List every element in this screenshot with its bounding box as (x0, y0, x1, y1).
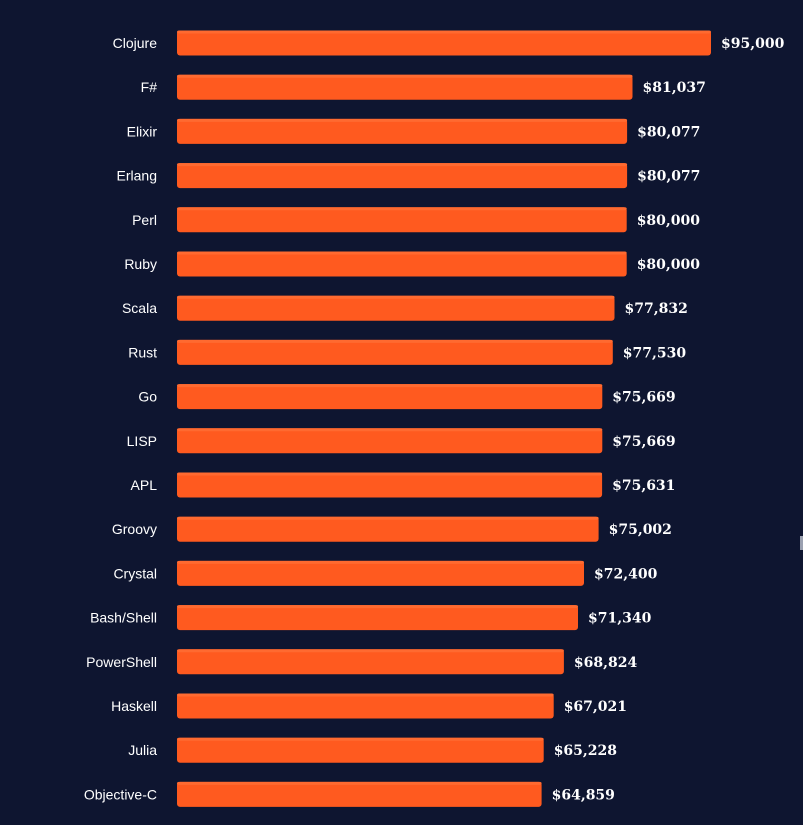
value-label: $77,832 (625, 301, 688, 317)
bar-highlight (177, 163, 628, 167)
category-label: Clojure (113, 35, 158, 51)
bar-highlight (177, 295, 615, 299)
value-label: $71,340 (588, 611, 652, 627)
bar-lisp (177, 428, 603, 454)
category-label: Scala (122, 300, 157, 316)
value-label: $80,077 (637, 169, 700, 185)
category-label: LISP (127, 433, 157, 449)
category-label: Groovy (112, 521, 157, 537)
bar-groovy (177, 516, 599, 542)
category-label: Erlang (117, 168, 157, 184)
bar-highlight (177, 74, 633, 78)
value-label: $65,228 (554, 743, 617, 759)
bar-clojure (177, 30, 711, 56)
bar-apl (177, 472, 603, 498)
bar-bash-shell (177, 605, 578, 631)
bar-highlight (177, 516, 599, 520)
bar-highlight (177, 428, 603, 432)
value-label: $72,400 (594, 566, 658, 582)
bar-elixir (177, 118, 628, 144)
category-label: Julia (128, 742, 157, 758)
value-label: $75,631 (612, 478, 675, 494)
value-label: $64,859 (552, 787, 615, 803)
bar-perl (177, 207, 627, 233)
bar-powershell (177, 649, 564, 675)
category-label: PowerShell (86, 654, 157, 670)
bar-highlight (177, 781, 542, 785)
value-label: $80,077 (637, 124, 700, 140)
value-label: $68,824 (574, 655, 638, 671)
category-label: Haskell (111, 698, 157, 714)
category-label: Go (138, 389, 157, 405)
category-label: Rust (128, 344, 157, 360)
category-label: F# (141, 79, 158, 95)
category-label: APL (131, 477, 158, 493)
bar-highlight (177, 118, 628, 122)
bar-highlight (177, 560, 584, 564)
bar-crystal (177, 560, 584, 586)
bar-highlight (177, 737, 544, 741)
bar-highlight (177, 472, 603, 476)
value-label: $80,000 (637, 213, 701, 229)
bar-highlight (177, 693, 554, 697)
bar-highlight (177, 649, 564, 653)
bar-highlight (177, 339, 613, 343)
bar-scala (177, 295, 615, 321)
category-label: Perl (132, 212, 157, 228)
value-label: $77,530 (623, 345, 687, 361)
bar-highlight (177, 207, 627, 211)
value-label: $67,021 (564, 699, 627, 715)
scrollbar-thumb[interactable] (800, 536, 803, 550)
category-label: Elixir (127, 123, 158, 139)
bar-f- (177, 74, 633, 100)
bar-rust (177, 339, 613, 365)
value-label: $81,037 (643, 80, 706, 96)
value-label: $75,002 (609, 522, 672, 538)
value-label: $75,669 (612, 390, 675, 406)
value-label: $80,000 (637, 257, 701, 273)
category-label: Bash/Shell (90, 610, 157, 626)
bar-ruby (177, 251, 627, 277)
category-label: Objective-C (84, 786, 157, 802)
value-label: $75,669 (612, 434, 675, 450)
value-label: $95,000 (721, 36, 785, 52)
bar-highlight (177, 384, 603, 388)
bar-julia (177, 737, 544, 763)
bar-erlang (177, 163, 628, 189)
bar-highlight (177, 30, 711, 34)
bar-haskell (177, 693, 554, 719)
bar-go (177, 384, 603, 410)
category-label: Crystal (113, 565, 157, 581)
bar-highlight (177, 605, 578, 609)
bar-objective-c (177, 781, 542, 807)
bar-highlight (177, 251, 627, 255)
category-label: Ruby (124, 256, 157, 272)
